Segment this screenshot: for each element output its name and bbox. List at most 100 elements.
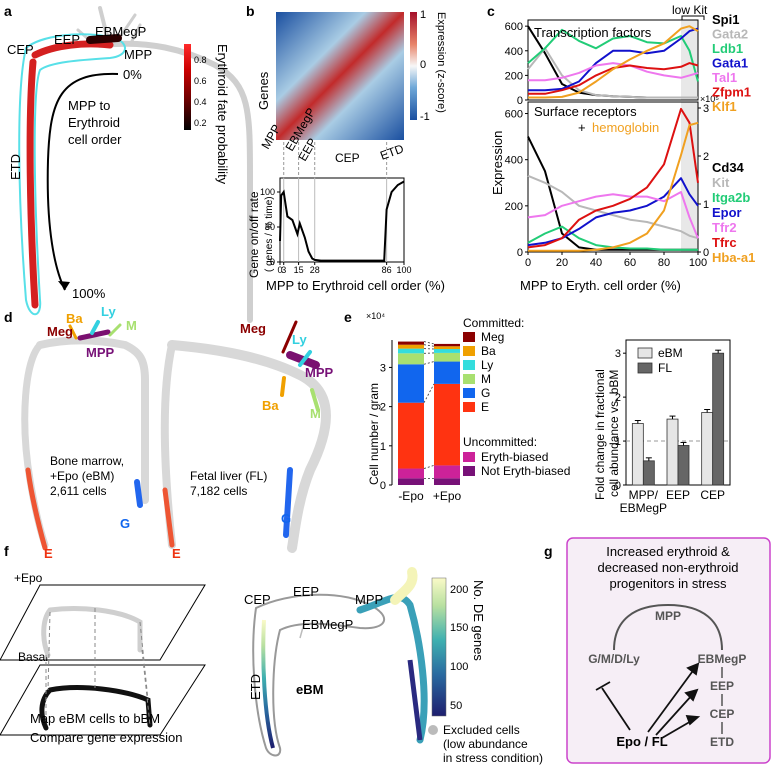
panel-c-bottom-series-tfr2 (527, 191, 699, 239)
panel-e-bar-segment-eryth-biased (434, 465, 460, 479)
panel-e-fold-y-tick-label: 2 (615, 392, 621, 404)
panel-c-bottom-series-cd34 (527, 136, 698, 251)
panel-f-stage-mpp: MPP (355, 592, 383, 607)
panel-f-bottom-plane (0, 664, 206, 736)
panel-d-bm-ly: Ly (101, 304, 116, 319)
panel-c-top-low-kit-shade (681, 20, 698, 100)
panel-e-connector (423, 361, 435, 365)
panel-b: b Genes 1 0 -1 Expression (z-score) 03 15… (246, 3, 447, 293)
panel-f-cb-title: No. DE genes (471, 580, 486, 661)
panel-b-heatmap-ylabel: Genes (256, 71, 271, 110)
panel-b-x-tick-label: 3 (281, 265, 286, 275)
panel-f-plane-top-label: +Epo (14, 571, 43, 585)
panel-g-arc (613, 603, 723, 651)
panel-d-bm-embedding (21, 320, 149, 551)
panel-e-legend-eryth-biased: Eryth-biased (481, 450, 548, 464)
panel-g-node-eep: EEP (710, 679, 734, 693)
panel-e-fold-bar-ebm (666, 418, 679, 486)
panel-e-ylabel: Cell number / gram (367, 383, 381, 485)
panel-e-bar-segment-ba (434, 346, 460, 350)
panel-d-fl-m: M (310, 406, 321, 421)
panel-b-x-tick-label: 0 (277, 265, 282, 275)
panel-f-top-embedding (41, 606, 143, 658)
panel-g-node-mpp: MPP (655, 609, 681, 623)
panel-f-mapping-lines (45, 608, 151, 726)
panel-f-bottom-embedding (39, 685, 153, 731)
panel-e-legend-ly: Ly (481, 358, 493, 372)
panel-c-low-kit-bracket (681, 15, 705, 20)
panel-d-fl-caption-2: 7,182 cells (190, 484, 247, 498)
panel-d-bm-ba: Ba (66, 311, 83, 326)
panel-c-bottom-title-2: + (578, 120, 586, 135)
panel-f-cb-tick-4: 50 (450, 700, 462, 712)
panel-g-node-epo-fl: Epo / FL (616, 734, 667, 749)
panel-g-arrows (595, 662, 701, 739)
panel-c-bottom-y2-tick-label: 1 (703, 199, 709, 211)
panel-e-bar-segment-ly (398, 348, 424, 354)
panel-a-arrowhead (58, 281, 70, 290)
panel-d-bm-caption-1: Bone marrow, (50, 454, 124, 468)
panel-c-bottom-title-3: hemoglobin (592, 120, 659, 135)
panel-c-bottom-series-hba-a1 (528, 121, 699, 252)
panel-c-tf-legend-ldb1: Ldb1 (712, 41, 743, 56)
panel-e-legend-swatch (463, 332, 475, 342)
panel-e-bar-segment-e (398, 402, 424, 469)
panel-label-b: b (246, 3, 255, 19)
panel-c-bottom-y2-tick-label: 0 (703, 247, 709, 259)
panel-g: g Increased erythroid & decreased non-er… (544, 537, 771, 764)
panel-f-center-label: eBM (296, 682, 323, 697)
panel-c-bottom-x-tick-label: 60 (624, 257, 636, 269)
panel-c-top-series-tal1 (528, 62, 699, 82)
panel-a: a CEP EEP EBMegP MPP ETD 0% 100% MPP to … (4, 3, 253, 323)
panel-a-cb-title: Erythroid fate probability (215, 44, 230, 185)
panel-a-cb-tick-1: 0.8 (194, 55, 207, 65)
panel-e-connector (423, 341, 435, 345)
panel-c-sr-legend-tfr2: Tfr2 (712, 220, 737, 235)
panel-c-bottom-series-tfrc (527, 107, 699, 249)
panel-b-line-plot: 03 15 28 86 100 0 50 100 (260, 142, 412, 275)
panel-c-ylabel: Expression (490, 131, 505, 195)
panel-e-fold-legend-fl: FL (658, 361, 672, 375)
panel-d-fl-embedding (160, 320, 331, 553)
panel-b-y-tick-label: 100 (260, 187, 275, 197)
panel-e-fold-bar-ebm (631, 423, 644, 486)
panel-g-title-1: Increased erythroid & (606, 544, 730, 559)
panel-f-excluded-1: Excluded cells (443, 723, 520, 737)
panel-c-top-series-zfpm1 (528, 62, 699, 95)
panel-e-committed-title: Committed: (463, 316, 524, 330)
panel-b-x-tick-label: 100 (396, 265, 411, 275)
panel-c-bottom-y2-tick-label: 3 (703, 103, 709, 115)
panel-b-series-line (279, 180, 405, 262)
panel-e-bar-segment-meg (434, 343, 460, 347)
panel-d: d Ba Ly M Meg MPP E G Bone marrow, +Epo … (4, 304, 334, 561)
panel-e-legend-e: E (481, 400, 489, 414)
panel-e-legend-swatch (463, 452, 475, 462)
panel-e-legend-ba: Ba (481, 344, 496, 358)
panel-label-a: a (4, 3, 12, 19)
panel-a-stage-mpp: MPP (124, 47, 152, 62)
panel-g-node-cep: CEP (710, 707, 735, 721)
panel-e-bar-segment-g (398, 364, 424, 403)
panel-e-bar-segment-m (398, 353, 424, 365)
panel-g-frame (566, 537, 771, 764)
panel-f-plane-bottom-label: Basal (18, 650, 48, 664)
panel-c-bottom-title-1: Surface receptors (534, 104, 637, 119)
panel-c-bottom-y-tick-label: 400 (505, 155, 523, 167)
panel-e-fold-ylabel-2: cell abundance vs. bBM (607, 370, 621, 497)
panel-d-bm-meg: Meg (47, 324, 73, 339)
panel-f-cb-tick-3: 100 (450, 661, 468, 673)
panel-c-tf-legend-spi1: Spi1 (712, 12, 739, 27)
panel-e-fold-category: CEP (700, 488, 725, 502)
panel-e-bar-segment-eryth-biased (398, 468, 424, 479)
panel-b-y-tick-label: 50 (265, 222, 275, 232)
panel-f: f +Epo Basal Map eBM cells to bBM Compar… (0, 543, 543, 765)
panel-f-etd-branch (261, 619, 275, 749)
panel-f-caption-2: Compare gene expression (30, 730, 182, 745)
panel-c-tf-legend-zfpm1: Zfpm1 (712, 85, 751, 100)
panel-e-legend-m: M (481, 372, 491, 386)
panel-a-stage-cep: CEP (7, 42, 34, 57)
panel-b-ylabel-2: ( genes / % time) (264, 196, 275, 272)
